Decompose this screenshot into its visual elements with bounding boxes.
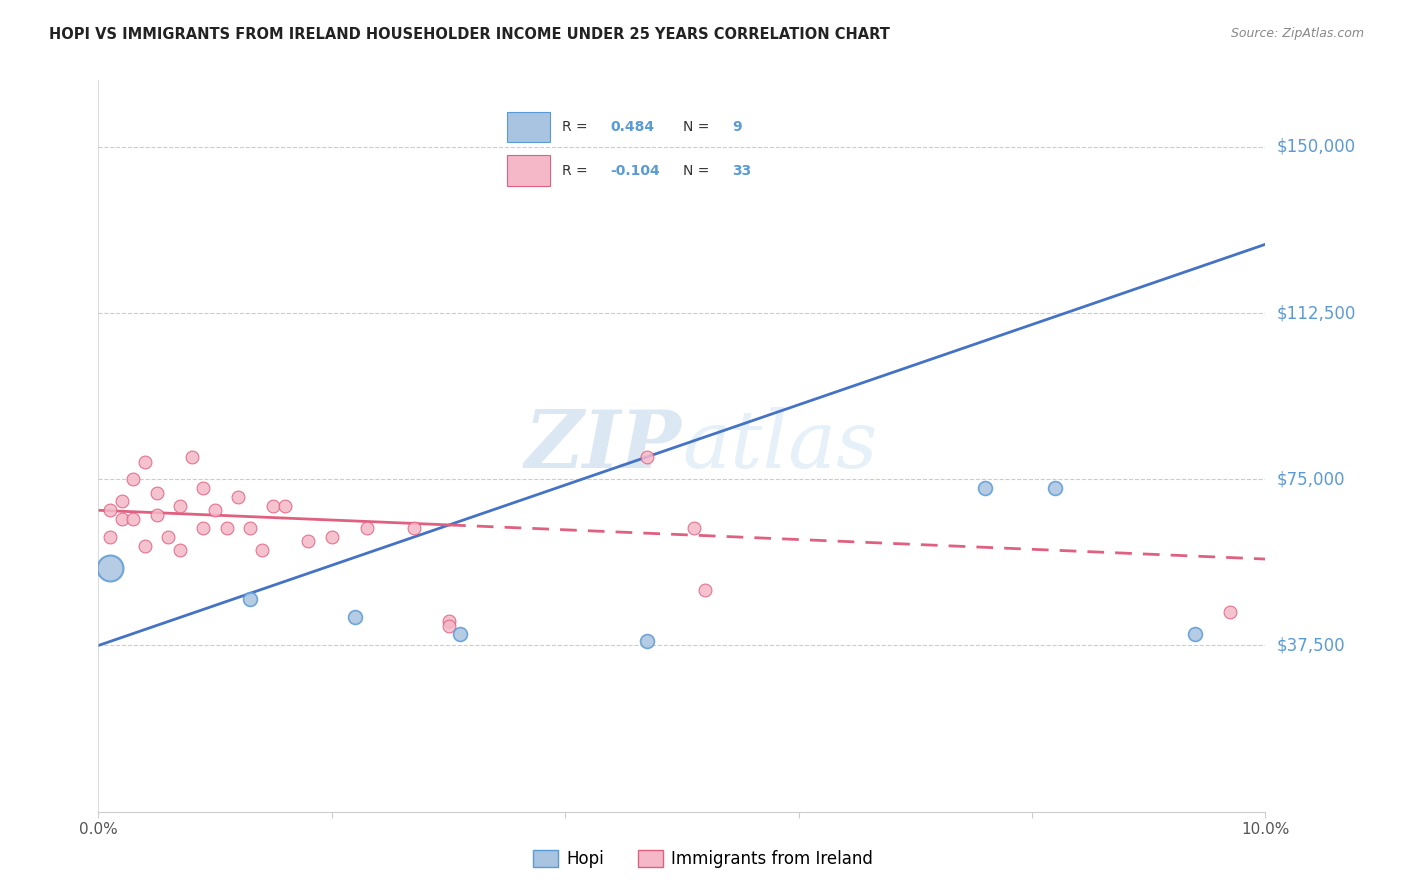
Point [180, 450, 202, 464]
Text: atlas: atlas [682, 408, 877, 484]
Point [1045, 481, 1067, 495]
Point [146, 508, 169, 522]
Point [157, 530, 180, 544]
Point [204, 503, 226, 517]
Point [449, 627, 471, 641]
Text: ZIP: ZIP [524, 408, 682, 484]
Point [297, 534, 319, 549]
Text: Source: ZipAtlas.com: Source: ZipAtlas.com [1230, 27, 1364, 40]
Point [274, 499, 297, 513]
Point [98, 561, 121, 575]
Point [682, 521, 704, 535]
Point [321, 530, 343, 544]
Point [122, 472, 145, 486]
Point [1219, 605, 1241, 619]
Point [250, 543, 273, 558]
Point [239, 591, 262, 606]
Point [695, 583, 717, 598]
Point [146, 485, 169, 500]
Text: $150,000: $150,000 [1277, 137, 1355, 156]
Point [974, 481, 997, 495]
Point [437, 614, 460, 628]
Point [636, 450, 658, 464]
Point [1184, 627, 1206, 641]
Point [437, 618, 460, 632]
Point [111, 512, 134, 526]
Point [344, 609, 367, 624]
Point [169, 543, 191, 558]
Point [402, 521, 425, 535]
Point [193, 481, 215, 495]
Point [134, 454, 156, 468]
Point [98, 503, 121, 517]
Text: $75,000: $75,000 [1277, 470, 1346, 488]
Point [356, 521, 378, 535]
Point [215, 521, 238, 535]
Text: HOPI VS IMMIGRANTS FROM IRELAND HOUSEHOLDER INCOME UNDER 25 YEARS CORRELATION CH: HOPI VS IMMIGRANTS FROM IRELAND HOUSEHOL… [49, 27, 890, 42]
Point [228, 490, 250, 504]
Text: $37,500: $37,500 [1277, 637, 1346, 655]
Legend: Hopi, Immigrants from Ireland: Hopi, Immigrants from Ireland [526, 843, 880, 875]
Point [193, 521, 215, 535]
Point [636, 634, 658, 648]
Point [111, 494, 134, 508]
Text: $112,500: $112,500 [1277, 304, 1355, 322]
Point [239, 521, 262, 535]
Point [98, 530, 121, 544]
Point [122, 512, 145, 526]
Point [169, 499, 191, 513]
Point [262, 499, 284, 513]
Point [134, 539, 156, 553]
